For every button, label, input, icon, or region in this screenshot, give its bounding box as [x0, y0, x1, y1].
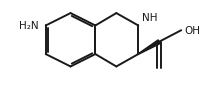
Polygon shape — [137, 41, 160, 55]
Text: H₂N: H₂N — [19, 21, 39, 31]
Text: OH: OH — [183, 26, 199, 36]
Text: NH: NH — [141, 13, 157, 22]
